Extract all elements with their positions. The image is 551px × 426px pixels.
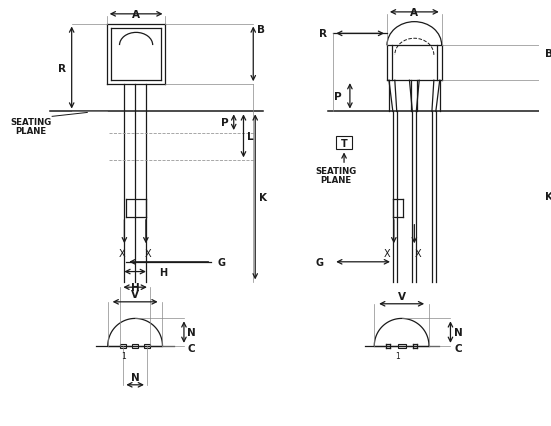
Text: N: N xyxy=(187,327,196,337)
Text: R: R xyxy=(58,63,66,73)
Text: X: X xyxy=(415,248,422,259)
Text: 1: 1 xyxy=(396,351,400,360)
Text: C: C xyxy=(188,343,196,353)
Text: K: K xyxy=(545,192,551,202)
Text: G: G xyxy=(316,257,323,267)
Text: A: A xyxy=(132,10,140,20)
Text: V: V xyxy=(398,291,406,301)
Text: N: N xyxy=(454,327,463,337)
Text: A: A xyxy=(410,8,418,18)
Text: P: P xyxy=(334,92,342,102)
Text: SEATING: SEATING xyxy=(316,166,357,175)
Text: T: T xyxy=(341,138,348,148)
Text: N: N xyxy=(131,372,139,382)
Bar xyxy=(144,344,150,348)
Bar xyxy=(132,344,138,348)
Text: PLANE: PLANE xyxy=(15,127,46,136)
Text: V: V xyxy=(131,289,139,299)
Text: 1: 1 xyxy=(121,351,126,360)
Bar xyxy=(121,344,126,348)
Text: P: P xyxy=(221,118,229,128)
Text: H: H xyxy=(159,267,168,277)
Text: X: X xyxy=(119,248,126,259)
Text: L: L xyxy=(247,132,253,141)
Text: X: X xyxy=(383,248,390,259)
Text: G: G xyxy=(217,257,225,267)
Text: C: C xyxy=(455,343,462,353)
Text: B: B xyxy=(545,49,551,59)
Text: PLANE: PLANE xyxy=(321,176,352,185)
Bar xyxy=(336,137,352,149)
Text: H: H xyxy=(131,282,139,293)
Text: SEATING: SEATING xyxy=(10,118,51,127)
Text: R: R xyxy=(320,29,327,39)
Text: X: X xyxy=(144,248,151,259)
Text: B: B xyxy=(257,26,265,35)
Text: K: K xyxy=(259,193,267,202)
Bar xyxy=(398,344,406,348)
